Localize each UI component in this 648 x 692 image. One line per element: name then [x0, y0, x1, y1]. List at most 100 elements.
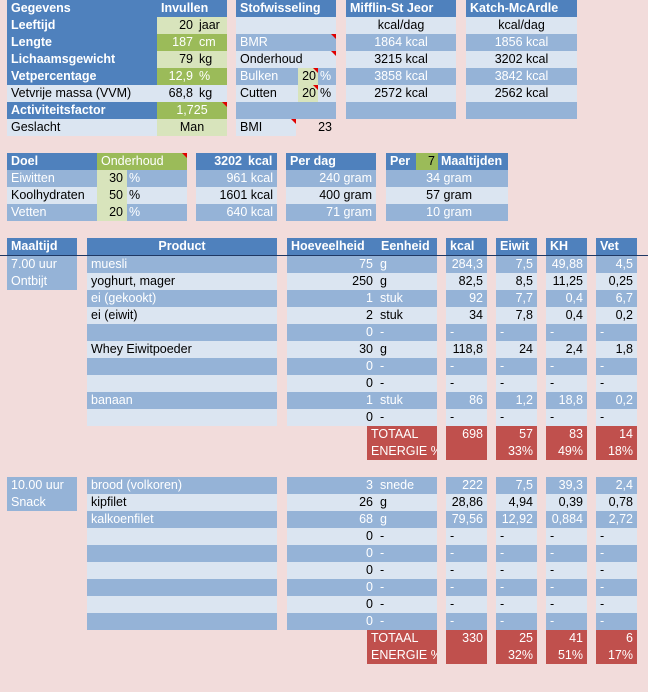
m1-row-eiwit: - — [496, 409, 537, 426]
input-vetpercentage[interactable]: 12,9 — [157, 68, 197, 85]
input-lengte[interactable]: 187 — [157, 34, 197, 51]
katch-bmr: 1856 kcal — [466, 34, 577, 51]
header-eenheid: Eenheid — [377, 238, 437, 255]
m1-row-qty[interactable]: 0 — [287, 375, 377, 392]
m2-row-vet: - — [596, 562, 637, 579]
m1-row-kcal: 34 — [446, 307, 487, 324]
m2-row-qty[interactable]: 68 — [287, 511, 377, 528]
m1-row-qty[interactable]: 30 — [287, 341, 377, 358]
m1-row-product[interactable]: yoghurt, mager — [87, 273, 277, 290]
header-invullen: Invullen — [157, 0, 227, 17]
input-gewicht[interactable]: 79 — [157, 51, 197, 68]
m2-totaal-eiwit: 25 — [496, 630, 537, 647]
m2-row-product[interactable]: brood (volkoren) — [87, 477, 277, 494]
m1-row-eiwit: 24 — [496, 341, 537, 358]
m1-totaal-eiwit: 57 — [496, 426, 537, 443]
header-hoeveelheid: Hoeveelheid — [287, 238, 377, 255]
m2-row-qty[interactable]: 0 — [287, 579, 377, 596]
m2-row-product[interactable] — [87, 528, 277, 545]
unit-gewicht: kg — [197, 51, 227, 68]
m1-row-product[interactable] — [87, 409, 277, 426]
stof-empty — [236, 17, 336, 34]
m1-row-eiwit: 7,5 — [496, 256, 537, 273]
value-vvm: 68,8 — [157, 85, 197, 102]
m1-row-qty[interactable]: 75 — [287, 256, 377, 273]
m1-totaal-label: TOTAAL — [367, 426, 437, 443]
gram-eiwitten: 240 gram — [286, 170, 376, 187]
m1-row-kcal: - — [446, 375, 487, 392]
label-doel: Doel — [7, 153, 97, 170]
m1-row-eiwit: - — [496, 358, 537, 375]
m2-row-kcal: - — [446, 545, 487, 562]
m2-row-product[interactable]: kalkoenfilet — [87, 511, 277, 528]
m1-row-qty[interactable]: 0 — [287, 324, 377, 341]
m2-row-product[interactable] — [87, 579, 277, 596]
m2-row-kh: - — [546, 613, 587, 630]
m2-row-product[interactable] — [87, 562, 277, 579]
mifflin-onderhoud: 3215 kcal — [346, 51, 456, 68]
m1-row-unit: stuk — [377, 290, 437, 307]
m1-row-product[interactable]: Whey Eiwitpoeder — [87, 341, 277, 358]
m2-row-qty[interactable]: 3 — [287, 477, 377, 494]
header-katch: Katch-McArdle — [466, 0, 577, 17]
m2-row-qty[interactable]: 0 — [287, 596, 377, 613]
m1-row-qty[interactable]: 0 — [287, 358, 377, 375]
m1-row-eiwit: 7,7 — [496, 290, 537, 307]
m2-row-product[interactable] — [87, 545, 277, 562]
m2-row-vet: 0,78 — [596, 494, 637, 511]
m1-row-product[interactable]: ei (eiwit) — [87, 307, 277, 324]
input-vetten-pct[interactable]: 20 — [97, 204, 127, 221]
m1-row-product[interactable]: ei (gekookt) — [87, 290, 277, 307]
input-koolhydraten-pct[interactable]: 50 — [97, 187, 127, 204]
m1-row-product[interactable]: banaan — [87, 392, 277, 409]
m1-totaal-kh: 83 — [546, 426, 587, 443]
m1-row-product[interactable] — [87, 358, 277, 375]
m2-totaal-kcal: 330 — [446, 630, 487, 647]
m1-row-eiwit: - — [496, 324, 537, 341]
m2-row-product[interactable]: kipfilet — [87, 494, 277, 511]
m2-row-unit: g — [377, 494, 437, 511]
label-cutten: Cutten — [236, 85, 298, 102]
m1-row-kh: - — [546, 358, 587, 375]
m1-row-qty[interactable]: 1 — [287, 290, 377, 307]
m1-row-product[interactable] — [87, 375, 277, 392]
input-maaltijden[interactable]: 7 — [416, 153, 438, 170]
m1-row-unit: stuk — [377, 392, 437, 409]
unit-koolhydraten: % — [127, 187, 187, 204]
m2-row-eiwit: - — [496, 545, 537, 562]
input-eiwitten-pct[interactable]: 30 — [97, 170, 127, 187]
m1-row-qty[interactable]: 1 — [287, 392, 377, 409]
label-bulken: Bulken — [236, 68, 298, 85]
m2-row-product[interactable] — [87, 596, 277, 613]
unit-vvm: kg — [197, 85, 227, 102]
m2-row-unit: - — [377, 596, 437, 613]
input-geslacht[interactable]: Man — [157, 119, 227, 136]
m2-row-product[interactable] — [87, 613, 277, 630]
m2-row-qty[interactable]: 26 — [287, 494, 377, 511]
m1-row-kcal: 118,8 — [446, 341, 487, 358]
m2-row-qty[interactable]: 0 — [287, 528, 377, 545]
m2-row-qty[interactable]: 0 — [287, 613, 377, 630]
m1-row-product[interactable]: muesli — [87, 256, 277, 273]
header-maaltijd: Maaltijd — [7, 238, 77, 255]
m2-row-qty[interactable]: 0 — [287, 545, 377, 562]
katch-unit: kcal/dag — [466, 17, 577, 34]
m2-row-kcal: 28,86 — [446, 494, 487, 511]
m1-row-qty[interactable]: 250 — [287, 273, 377, 290]
meal-koolhydraten: 57 gram — [386, 187, 508, 204]
input-cutten-pct[interactable]: 20 — [298, 85, 318, 102]
m2-row-kh: 0,884 — [546, 511, 587, 528]
m1-totaal-vet: 14 — [596, 426, 637, 443]
input-activiteit[interactable]: 1,725 — [157, 102, 227, 119]
m2-row-qty[interactable]: 0 — [287, 562, 377, 579]
m1-row-qty[interactable]: 0 — [287, 409, 377, 426]
m2-row-unit: - — [377, 613, 437, 630]
value-bmi: 23 — [318, 120, 332, 134]
m1-row-kcal: 86 — [446, 392, 487, 409]
select-doel[interactable]: Onderhoud — [97, 153, 187, 170]
m1-row-product[interactable] — [87, 324, 277, 341]
label-gewicht: Lichaamsgewicht — [7, 51, 157, 68]
m1-row-qty[interactable]: 2 — [287, 307, 377, 324]
input-bulken-pct[interactable]: 20 — [298, 68, 318, 85]
input-leeftijd[interactable]: 20 — [157, 17, 197, 34]
